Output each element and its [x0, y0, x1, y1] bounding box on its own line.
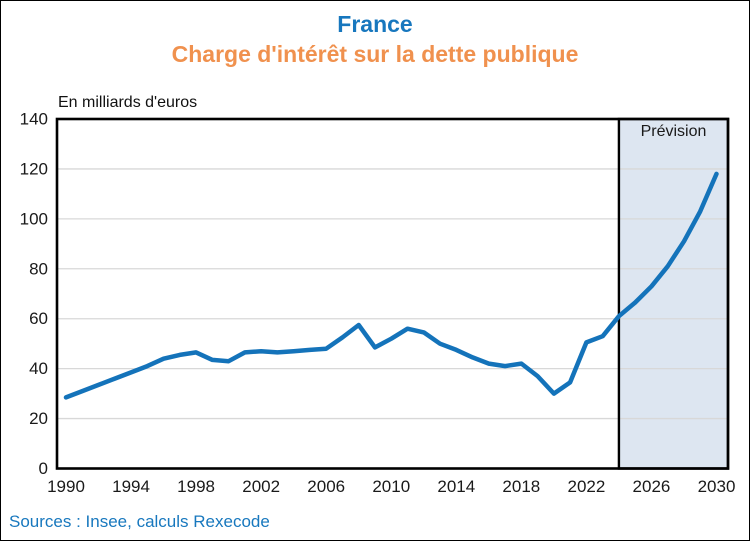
chart-title: France	[337, 11, 413, 37]
y-tick-label: 40	[29, 359, 48, 378]
forecast-label: Prévision	[640, 123, 707, 140]
x-tick-label: 1998	[177, 477, 215, 496]
y-tick-label: 0	[39, 459, 48, 478]
x-tick-label: 2006	[307, 477, 345, 496]
data-line-series	[63, 171, 719, 400]
x-tick-label: 2010	[372, 477, 410, 496]
x-tick-label: 2018	[502, 477, 540, 496]
y-tick-label: 120	[20, 159, 48, 178]
sources-text: Sources : Insee, calculs Rexecode	[9, 512, 270, 531]
forecast-band	[618, 119, 728, 469]
y-tick-label: 60	[29, 309, 48, 328]
y-tick-label: 140	[20, 110, 48, 129]
y-tick-label: 20	[29, 409, 48, 428]
y-tick-label: 80	[29, 259, 48, 278]
x-tick-label: 1994	[112, 477, 150, 496]
units-label: En milliards d'euros	[58, 94, 198, 111]
x-tick-label: 1990	[47, 477, 85, 496]
x-tick-label: 2014	[437, 477, 475, 496]
y-tick-label: 100	[20, 209, 48, 228]
x-tick-label: 2022	[567, 477, 605, 496]
plot-border	[55, 117, 730, 470]
x-tick-label: 2030	[698, 477, 736, 496]
x-tick-label: 2002	[242, 477, 280, 496]
x-tick-label: 2026	[633, 477, 671, 496]
chart-subtitle: Charge d'intérêt sur la dette publique	[171, 41, 579, 67]
